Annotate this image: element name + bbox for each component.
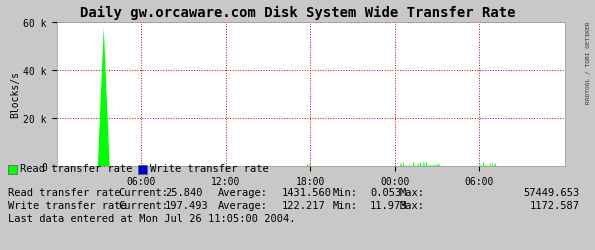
Text: 1431.560: 1431.560 xyxy=(282,187,332,197)
Text: Write transfer rate: Write transfer rate xyxy=(8,200,127,210)
Bar xyxy=(8,165,17,174)
Text: Min:: Min: xyxy=(333,200,358,210)
Text: 0.053: 0.053 xyxy=(370,187,401,197)
Text: Read transfer rate: Read transfer rate xyxy=(20,163,133,173)
Text: 11.973: 11.973 xyxy=(370,200,408,210)
Text: Min:: Min: xyxy=(333,187,358,197)
Text: 57449.653: 57449.653 xyxy=(524,187,580,197)
Text: Average:: Average: xyxy=(218,200,268,210)
Text: 1172.587: 1172.587 xyxy=(530,200,580,210)
Text: Write transfer rate: Write transfer rate xyxy=(150,163,269,173)
Text: Max:: Max: xyxy=(400,200,425,210)
Text: 197.493: 197.493 xyxy=(165,200,209,210)
Y-axis label: Blocks/s: Blocks/s xyxy=(11,71,20,118)
Text: Current:: Current: xyxy=(118,187,168,197)
Text: Current:: Current: xyxy=(118,200,168,210)
Text: 25.840: 25.840 xyxy=(165,187,202,197)
Text: Daily gw.orcaware.com Disk System Wide Transfer Rate: Daily gw.orcaware.com Disk System Wide T… xyxy=(80,6,515,20)
Text: RRDTOOL / TOBI OETIKER: RRDTOOL / TOBI OETIKER xyxy=(586,22,591,103)
Bar xyxy=(138,165,147,174)
Text: 122.217: 122.217 xyxy=(282,200,325,210)
Text: Average:: Average: xyxy=(218,187,268,197)
Text: Read transfer rate: Read transfer rate xyxy=(8,187,121,197)
Text: Max:: Max: xyxy=(400,187,425,197)
Text: Last data entered at Mon Jul 26 11:05:00 2004.: Last data entered at Mon Jul 26 11:05:00… xyxy=(8,213,296,223)
